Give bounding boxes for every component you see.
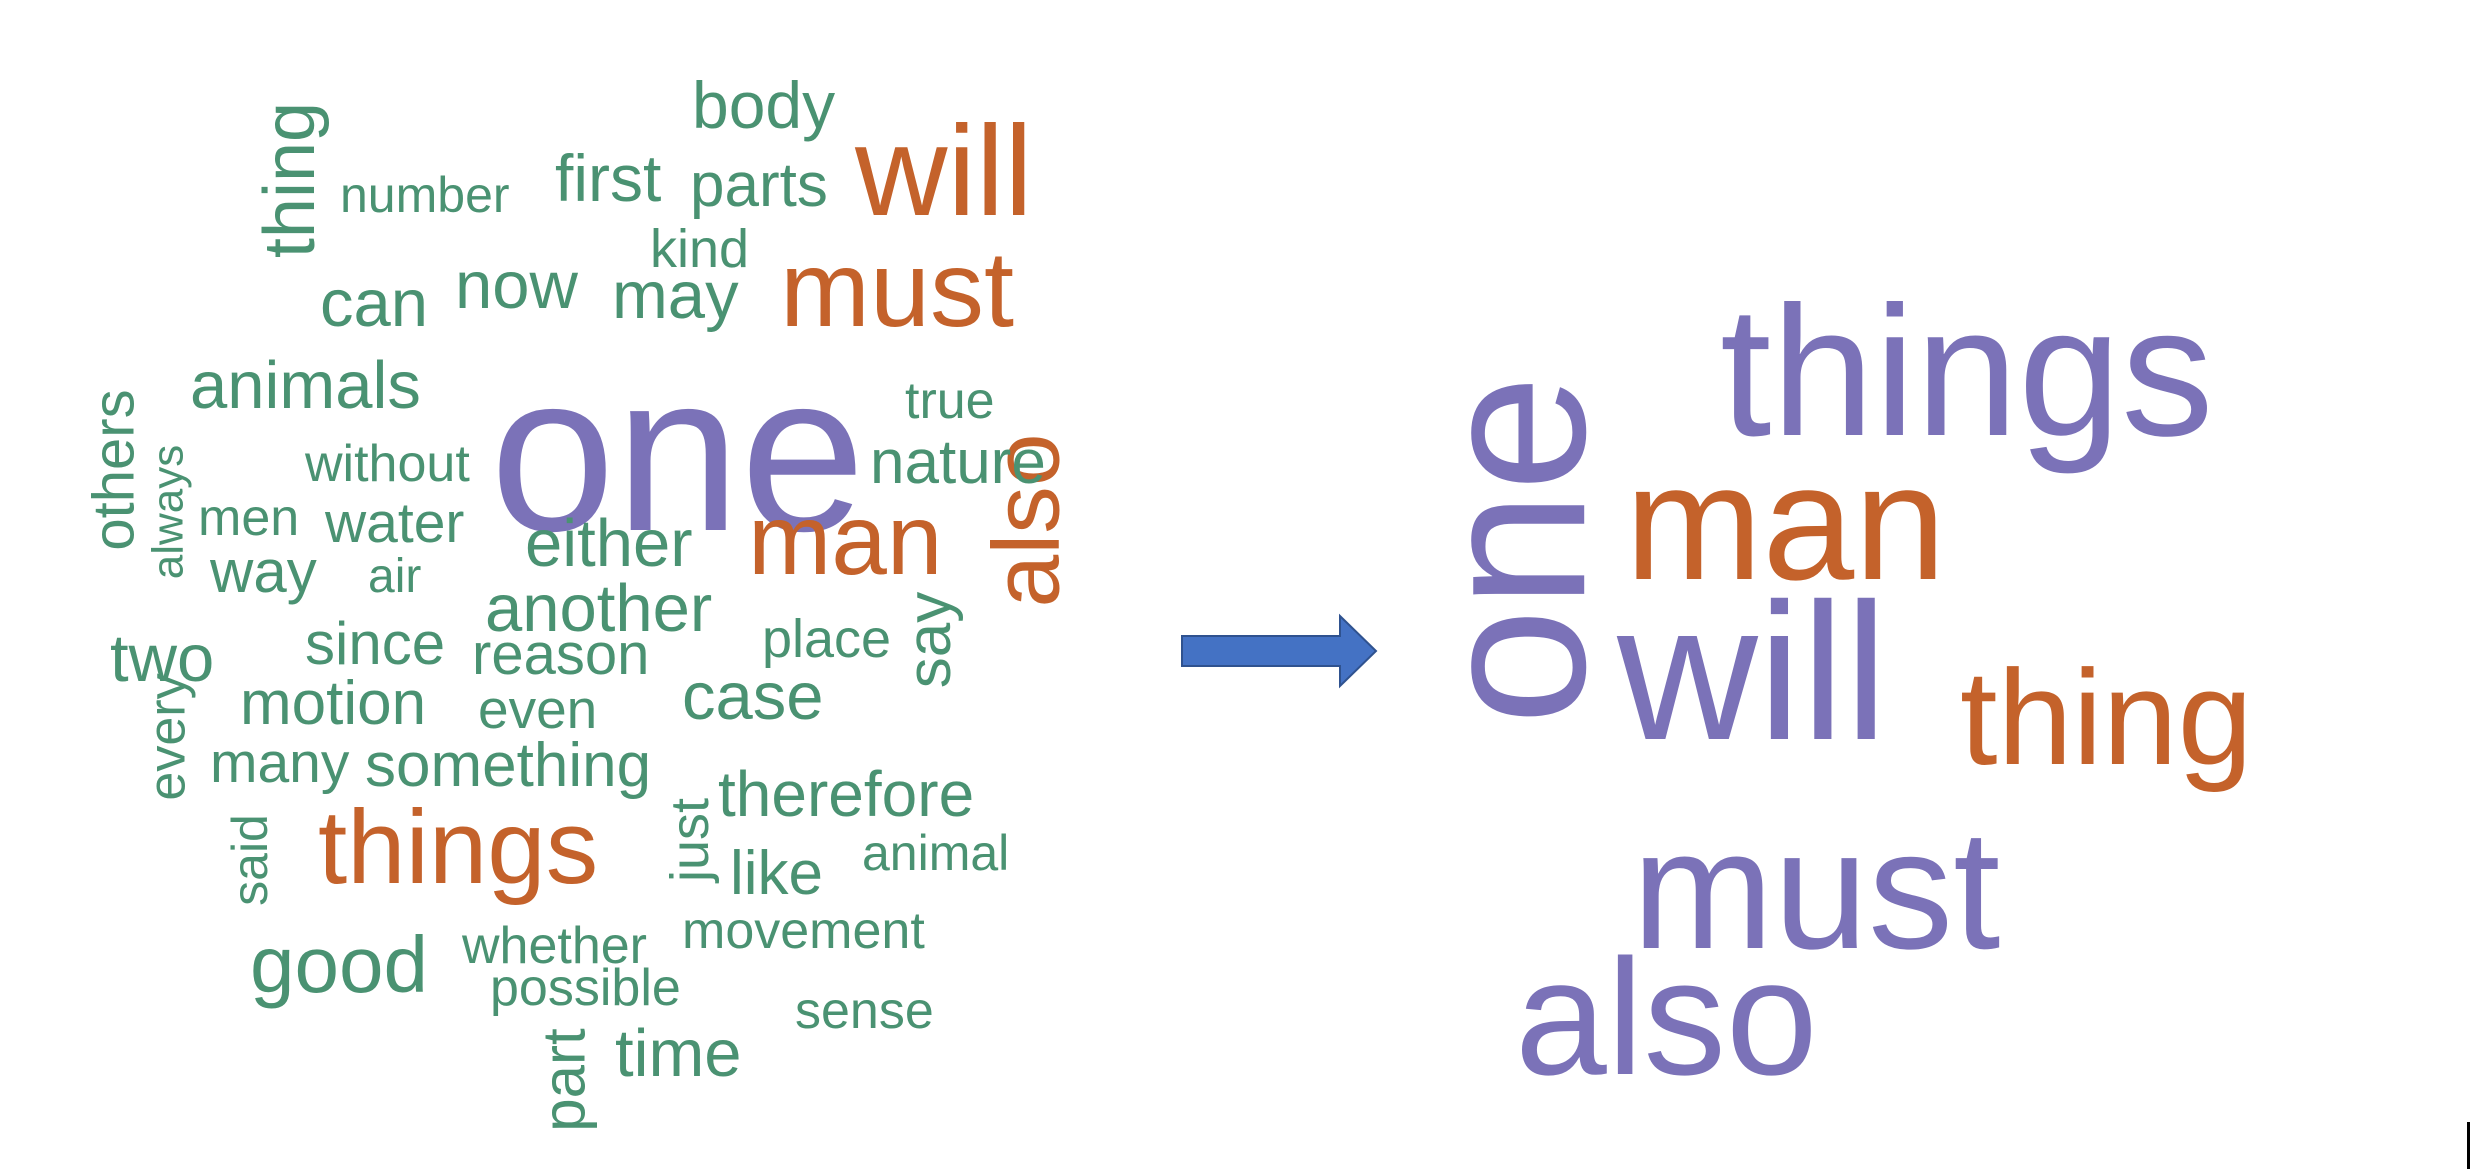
left-word-therefore: therefore [718,758,975,830]
left-word-may: may [612,258,739,333]
left-word-must: must [780,228,1015,349]
left-word-number: number [340,167,510,223]
left-word-something: something [365,731,652,800]
left-word-like: like [730,839,824,908]
left-word-motion: motion [240,669,427,738]
left-word-since: since [305,610,446,677]
left-word-first: first [555,141,662,215]
left-word-parts: parts [690,151,828,220]
left-word-place: place [762,609,892,669]
left-word-say: say [894,591,964,689]
right-word-things: things [1720,269,2214,475]
left-word-water: water [325,491,465,555]
left-word-body: body [692,68,836,142]
left-word-air: air [368,550,422,603]
left-word-time: time [615,1016,742,1091]
left-word-case: case [682,659,824,734]
left-word-movement: movement [682,902,925,960]
left-word-either: either [525,506,693,581]
right-word-must: must [1632,795,2001,985]
left-word-thing: thing [249,101,330,259]
left-word-one: one [490,326,866,578]
left-word-nature: nature [870,428,1046,497]
left-word-now: now [455,248,578,323]
left-word-always: always [143,444,192,580]
right-word-one: one [1393,374,1629,726]
left-word-said: said [221,814,278,906]
left-word-every: every [139,673,197,801]
left-word-things: things [318,789,599,906]
right-word-thing: thing [1960,642,2253,793]
left-word-another: another [485,571,713,646]
left-word-possible: possible [490,959,681,1017]
left-word-good: good [250,920,428,1009]
left-word-animal: animal [862,825,1010,881]
left-word-way: way [210,538,317,605]
right-arrow-icon [1181,613,1378,689]
left-word-true: true [905,372,995,430]
right-word-will: will [1617,563,1888,781]
left-word-others: others [81,389,147,551]
left-word-animals: animals [190,348,421,423]
edge-mark [2467,1122,2470,1169]
left-word-whether: whether [462,917,647,975]
left-word-reason: reason [472,622,650,687]
left-word-men: men [198,489,300,547]
left-word-without: without [305,435,470,493]
left-word-kind: kind [650,219,750,279]
left-word-just: just [659,797,720,883]
left-word-part: part [530,1028,598,1132]
right-word-man: man [1625,430,1946,614]
left-word-can: can [320,266,429,341]
left-word-even: even [478,678,598,740]
left-word-two: two [110,621,215,696]
left-word-will: will [855,100,1033,243]
right-word-also: also [1515,925,1818,1109]
left-word-many: many [210,731,350,795]
left-word-sense: sense [795,982,934,1040]
left-word-man: man [748,484,943,596]
